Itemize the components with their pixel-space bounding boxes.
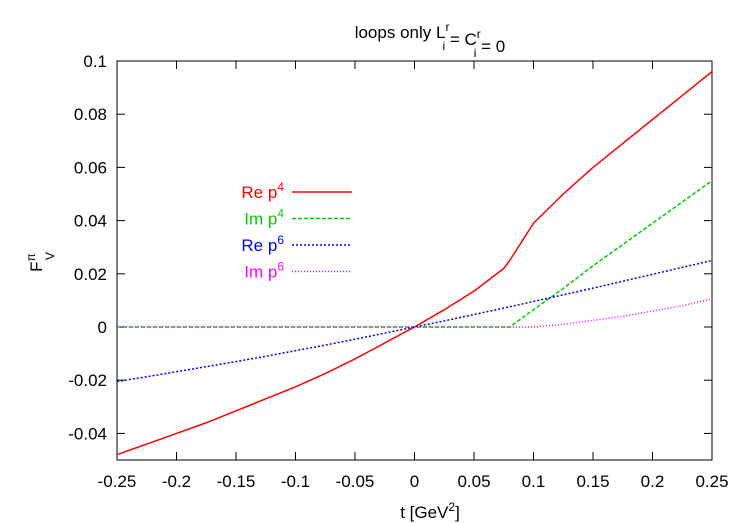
text-part: F [27,261,46,271]
superscript: 4 [277,180,284,194]
superscript: r [477,27,481,41]
text-part: Im p [244,263,277,282]
y-tick-label: 0.06 [74,158,107,177]
y-tick-label: 0 [98,318,107,337]
superscript: r [445,20,449,34]
text-part: Re p [241,236,277,255]
y-tick-label: 0.02 [74,265,107,284]
x-tick-label: -0.2 [162,472,191,491]
x-tick-label: 0.15 [576,472,609,491]
subscript: i [442,39,445,53]
x-tick-label: -0.25 [98,472,137,491]
series-line [116,71,713,456]
x-tick-label: -0.15 [217,472,256,491]
text-part: ] [455,503,460,522]
text-part: = 0 [476,37,505,56]
superscript: 6 [277,260,284,274]
text-part: Im p [244,210,277,229]
x-tick-label: 0.2 [641,472,665,491]
rich-text: Fπ V [24,252,57,272]
text-part: = C [445,30,477,49]
series-line [117,298,713,328]
rich-text: loops only Lr i = Cr i = 0 [355,20,506,60]
rich-text: Re p6 [241,233,284,255]
subscript: i [474,46,477,60]
superscript: π [24,253,38,261]
rich-text: t [GeV2] [400,500,460,522]
series-line [116,259,713,383]
rich-text: Im p4 [244,207,284,229]
subscript: V [43,252,57,260]
x-tick-label: 0 [410,472,419,491]
x-tick-label: 0.25 [695,472,728,491]
rich-text: Re p4 [241,180,284,202]
x-tick-label: -0.1 [281,472,310,491]
text-part: t [GeV [400,503,449,522]
text-part: loops only L [355,23,446,42]
text-part: Re p [241,183,277,202]
superscript: 6 [277,233,284,247]
y-tick-label: -0.02 [68,371,107,390]
y-tick-label: -0.04 [68,424,107,443]
series-line [117,180,713,328]
y-tick-label: 0.08 [74,105,107,124]
x-tick-label: -0.05 [336,472,375,491]
rich-text: Im p6 [244,260,284,282]
plot-frame [116,60,713,461]
y-tick-label: 0.04 [74,212,107,231]
x-tick-label: 0.05 [457,472,490,491]
x-tick-label: 0.1 [522,472,546,491]
superscript: 4 [277,207,284,221]
y-tick-label: 0.1 [83,52,107,71]
superscript: 2 [448,500,455,514]
